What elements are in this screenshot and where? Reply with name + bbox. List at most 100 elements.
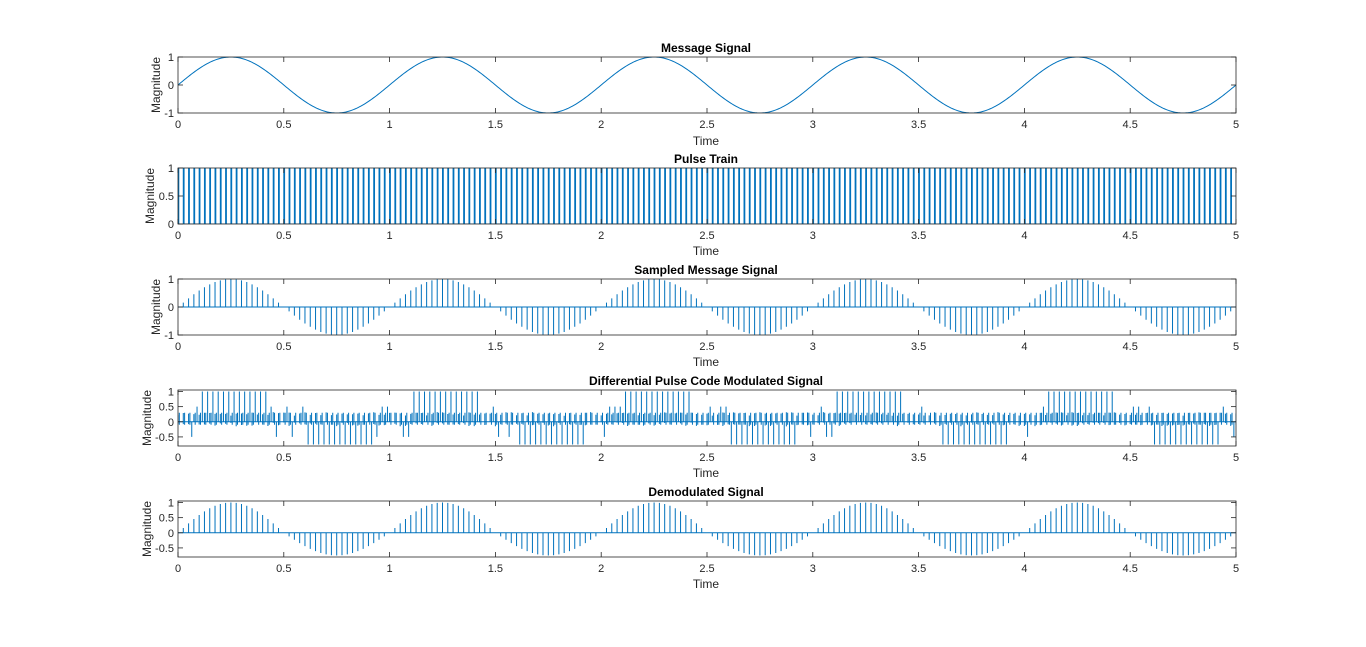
y-tick-label: 0 <box>168 417 174 429</box>
x-tick-label: 1 <box>387 563 393 575</box>
subplot-demodulated-signal: Demodulated Signal Time Magnitude <box>140 485 764 591</box>
x-tick-label: 4.5 <box>1123 341 1138 353</box>
series-line <box>178 168 1236 224</box>
y-tick-label: 1 <box>168 274 174 286</box>
x-tick-label: 1.5 <box>488 341 503 353</box>
y-tick-label: 1 <box>168 163 174 175</box>
plot-area-pulse-train: 0 0.5 1 1.5 2 2.5 3 3.5 4 4.5 5 0 0.5 1 <box>159 163 1239 242</box>
x-tick-label: 5 <box>1233 452 1239 464</box>
x-tick-label: 3.5 <box>911 563 926 575</box>
y-tick-label: 0.5 <box>159 191 174 203</box>
y-axis-label: Magnitude <box>149 57 163 113</box>
y-axis-label: Magnitude <box>143 168 157 224</box>
chart-title: Pulse Train <box>674 152 738 166</box>
x-tick-label: 5 <box>1233 230 1239 242</box>
x-tick-label: 2 <box>598 341 604 353</box>
x-tick-label: 0 <box>175 563 181 575</box>
x-tick-label: 2 <box>598 230 604 242</box>
y-axis-label: Magnitude <box>140 501 154 557</box>
x-tick-label: 3.5 <box>911 119 926 131</box>
x-tick-label: 2 <box>598 563 604 575</box>
y-tick-label: -0.5 <box>155 432 174 444</box>
x-tick-label: 4.5 <box>1123 563 1138 575</box>
y-tick-label: 1 <box>168 498 174 510</box>
x-tick-label: 3.5 <box>911 230 926 242</box>
x-tick-label: 1.5 <box>488 230 503 242</box>
x-tick-label: 2.5 <box>699 119 714 131</box>
subplot-message-signal: Message Signal Time Magnitude <box>149 41 751 148</box>
x-axis-label: Time <box>693 244 720 258</box>
chart-title: Demodulated Signal <box>648 485 763 499</box>
y-tick-label: 0.5 <box>159 402 174 414</box>
x-tick-label: 4.5 <box>1123 119 1138 131</box>
x-tick-label: 4 <box>1021 341 1027 353</box>
x-tick-label: 0.5 <box>276 452 291 464</box>
subplot-sampled-message-signal: Sampled Message Signal Time Magnitude <box>149 263 778 369</box>
y-tick-label: 0 <box>168 302 174 314</box>
x-tick-label: 2 <box>598 119 604 131</box>
x-tick-label: 3 <box>810 341 816 353</box>
series-line <box>178 57 1236 113</box>
x-tick-label: 3 <box>810 230 816 242</box>
x-tick-label: 5 <box>1233 563 1239 575</box>
x-tick-label: 4.5 <box>1123 230 1138 242</box>
series-line <box>178 279 1236 335</box>
x-tick-label: 2.5 <box>699 341 714 353</box>
x-axis-label: Time <box>693 577 720 591</box>
x-tick-label: 1.5 <box>488 452 503 464</box>
y-tick-label: 1 <box>168 387 174 399</box>
plot-area-sampled-message-signal: 0 0.5 1 1.5 2 2.5 3 3.5 4 4.5 5-101 <box>164 274 1239 353</box>
x-tick-label: 3 <box>810 452 816 464</box>
x-tick-label: 1.5 <box>488 563 503 575</box>
x-tick-label: 5 <box>1233 119 1239 131</box>
x-axis-label: Time <box>693 134 720 148</box>
x-tick-label: 0 <box>175 341 181 353</box>
y-axis-label: Magnitude <box>140 390 154 446</box>
x-tick-label: 0 <box>175 119 181 131</box>
x-tick-label: 1 <box>387 230 393 242</box>
subplot-dpcm-signal: Differential Pulse Code Modulated Signal… <box>140 374 823 480</box>
x-tick-label: 3.5 <box>911 341 926 353</box>
subplot-pulse-train: Pulse Train Time Magnitude <box>143 152 738 258</box>
x-tick-label: 0.5 <box>276 230 291 242</box>
x-tick-label: 3.5 <box>911 452 926 464</box>
y-tick-label: -1 <box>164 108 174 120</box>
series-line <box>178 391 1236 445</box>
plot-area-dpcm-signal: 0 0.5 1 1.5 2 2.5 3 3.5 4 4.5 5-0.500.51 <box>155 387 1239 464</box>
x-tick-label: 0.5 <box>276 563 291 575</box>
x-tick-label: 3 <box>810 563 816 575</box>
x-axis-label: Time <box>693 355 720 369</box>
y-tick-label: 1 <box>168 52 174 64</box>
x-tick-label: 0.5 <box>276 341 291 353</box>
x-tick-label: 4 <box>1021 119 1027 131</box>
x-tick-label: 3 <box>810 119 816 131</box>
x-tick-label: 2.5 <box>699 230 714 242</box>
x-tick-label: 2.5 <box>699 563 714 575</box>
x-tick-label: 1 <box>387 341 393 353</box>
x-tick-label: 0 <box>175 452 181 464</box>
x-tick-label: 1 <box>387 119 393 131</box>
y-axis-label: Magnitude <box>149 279 163 335</box>
x-tick-label: 4.5 <box>1123 452 1138 464</box>
y-tick-label: 0 <box>168 80 174 92</box>
x-tick-label: 4 <box>1021 563 1027 575</box>
y-tick-label: 0 <box>168 219 174 231</box>
y-tick-label: 0.5 <box>159 513 174 525</box>
x-tick-label: 1 <box>387 452 393 464</box>
y-tick-label: 0 <box>168 528 174 540</box>
x-tick-label: 5 <box>1233 341 1239 353</box>
chart-title: Differential Pulse Code Modulated Signal <box>589 374 823 388</box>
x-tick-label: 4 <box>1021 230 1027 242</box>
chart-title: Message Signal <box>661 41 751 55</box>
x-tick-label: 1.5 <box>488 119 503 131</box>
chart-title: Sampled Message Signal <box>634 263 777 277</box>
x-axis-label: Time <box>693 466 720 480</box>
x-tick-label: 4 <box>1021 452 1027 464</box>
x-tick-label: 2.5 <box>699 452 714 464</box>
y-tick-label: -0.5 <box>155 543 174 555</box>
plot-area-demodulated-signal: 0 0.5 1 1.5 2 2.5 3 3.5 4 4.5 5-0.500.51 <box>155 498 1239 575</box>
x-tick-label: 0 <box>175 230 181 242</box>
x-tick-label: 2 <box>598 452 604 464</box>
